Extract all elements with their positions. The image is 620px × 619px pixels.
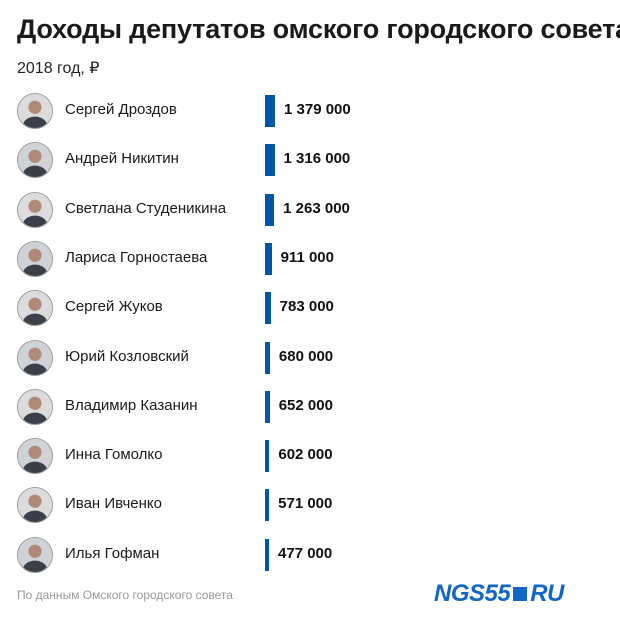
avatar-icon (17, 487, 53, 524)
logo-square-icon (513, 587, 528, 601)
data-label: 680 000 (278, 347, 334, 365)
data-label: 783 000 (279, 298, 334, 316)
avatar-icon (17, 438, 53, 475)
chart-row: Сергей Жуков 783 000 (0, 287, 620, 333)
chart-row: Юрий Козловский 680 000 (0, 337, 620, 383)
category-label: Сергей Жуков (65, 298, 163, 316)
chart-row: Сергей Дроздов 1 379 000 (0, 90, 620, 136)
chart-subtitle: 2018 год, ₽ (17, 60, 100, 77)
data-label: 602 000 (278, 446, 333, 464)
data-label: 652 000 (278, 396, 333, 414)
category-label: Иван Ивченко (65, 495, 162, 513)
category-label: Илья Гофман (65, 544, 160, 562)
category-label: Лариса Горностаева (65, 248, 208, 266)
chart-row: Илья Гофман 477 000 (0, 534, 620, 580)
bar (265, 538, 269, 571)
chart-row: Инна Гомолко 602 000 (0, 435, 620, 481)
ngs55-logo[interactable]: NGS55 RU (434, 580, 564, 608)
logo-text-left: NGS55 (434, 580, 511, 607)
chart-row: Владимир Казанин 652 000 (0, 386, 620, 432)
data-label: 911 000 (280, 248, 334, 266)
avatar-icon (17, 142, 53, 179)
category-label: Сергей Дроздов (65, 101, 177, 118)
chart-title: Доходы депутатов омского городского сове… (17, 14, 620, 44)
category-label: Инна Гомолко (65, 446, 163, 464)
chart-row: Светлана Студеникина 1 263 000 (0, 189, 620, 235)
bar (265, 292, 271, 325)
data-label: 1 263 000 (283, 199, 350, 217)
bar (265, 341, 270, 374)
logo-text-right: RU (530, 580, 564, 607)
avatar-icon (17, 93, 53, 129)
data-label: 477 000 (278, 544, 333, 562)
avatar-icon (17, 191, 53, 228)
bar (265, 242, 272, 275)
chart-row: Лариса Горностаева 911 000 (0, 238, 620, 284)
category-label: Андрей Никитин (65, 150, 179, 168)
bar (265, 144, 275, 177)
avatar-icon (17, 290, 53, 327)
avatar-icon (17, 536, 53, 573)
data-label: 1 316 000 (283, 150, 351, 168)
bar (265, 390, 270, 423)
category-label: Светлана Студеникина (65, 199, 227, 217)
avatar-icon (17, 388, 53, 425)
avatar-icon (17, 240, 53, 277)
category-label: Юрий Козловский (65, 347, 189, 365)
bar (265, 489, 270, 522)
avatar-icon (17, 339, 53, 376)
chart-row: Андрей Никитин 1 316 000 (0, 139, 620, 185)
source-note: По данным Омского городского совета (17, 588, 233, 602)
bar (265, 440, 270, 473)
category-label: Владимир Казанин (65, 396, 198, 414)
chart-row: Иван Ивченко 571 000 (0, 484, 620, 530)
bar (265, 193, 275, 226)
data-label: 571 000 (278, 495, 333, 513)
bar (265, 95, 275, 127)
data-label: 1 379 000 (284, 101, 351, 118)
